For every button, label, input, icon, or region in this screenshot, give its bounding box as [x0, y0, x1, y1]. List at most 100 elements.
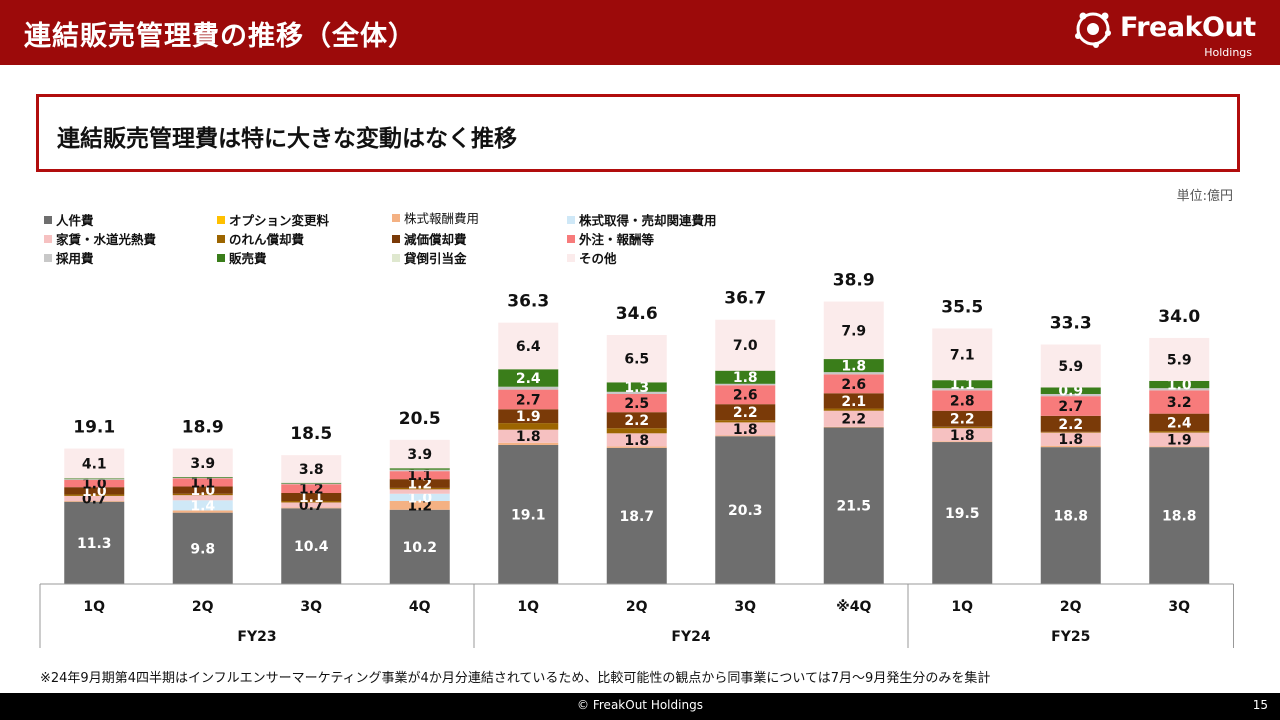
data-label: 2.8	[950, 394, 975, 410]
bar-segment	[389, 493, 450, 502]
bar-segment	[1149, 446, 1210, 448]
data-label: 7.9	[841, 323, 866, 339]
data-label: 9.8	[190, 541, 215, 557]
data-label: 2.1	[841, 394, 866, 410]
bar-segment	[281, 484, 342, 493]
bar-segment	[281, 507, 342, 509]
bar-segment	[389, 468, 450, 470]
group-label: FY23	[237, 629, 276, 645]
bar-segment	[606, 393, 667, 413]
bar-segment	[1149, 432, 1210, 447]
bar-segment	[823, 374, 884, 394]
data-label: 6.5	[624, 352, 649, 368]
bar-segment	[1149, 388, 1210, 391]
bar-segment	[172, 486, 233, 494]
data-label: 2.7	[516, 392, 541, 408]
data-label: 3.8	[299, 462, 324, 478]
stacked-bar-chart: 11.30.71.01.04.119.11Q9.81.41.01.13.918.…	[39, 271, 1234, 648]
bar-segment	[172, 477, 233, 479]
unit-label: 単位:億円	[1176, 189, 1233, 204]
data-label: 1.4	[190, 498, 215, 514]
legend-swatch	[217, 234, 225, 243]
footer-bar: © FreakOut Holdings 15	[0, 693, 1280, 720]
legend-swatch	[392, 213, 400, 222]
bar-segment	[932, 428, 993, 442]
bar-segment	[1040, 432, 1101, 446]
legend-swatch	[567, 234, 575, 243]
legend-label: 貸倒引当金	[404, 251, 467, 266]
bar-segment	[389, 487, 450, 490]
data-label: 1.0	[82, 477, 107, 493]
legend-swatch	[217, 215, 225, 224]
bar-segment	[172, 495, 233, 501]
legend-label: 人件費	[56, 213, 94, 228]
legend-swatch	[44, 215, 52, 224]
data-label: 4.1	[82, 457, 107, 473]
legend-item: 株式取得・売却関連費用	[567, 210, 717, 229]
legend-item: その他	[567, 248, 617, 267]
bar-segment	[932, 380, 993, 389]
bar-segment	[1149, 447, 1210, 584]
bar-segment	[498, 429, 559, 443]
total-label: 18.9	[182, 418, 224, 438]
x-tick-label: 3Q	[734, 599, 756, 615]
total-label: 20.5	[399, 409, 441, 429]
bar-segment	[606, 335, 667, 383]
bar-segment	[932, 426, 993, 429]
bar-segment	[1149, 337, 1210, 381]
legend-swatch	[567, 253, 575, 262]
x-tick-label: 4Q	[409, 599, 431, 615]
total-label: 34.0	[1158, 307, 1200, 327]
legend-label: 販売費	[229, 251, 267, 266]
data-label: 1.8	[1058, 432, 1083, 448]
bar-segment	[1149, 390, 1210, 414]
data-label: 7.1	[950, 347, 975, 363]
chart-legend: 人件費 オプション変更料 株式報酬費用 株式取得・売却関連費用 家賃・水道光熱費…	[44, 210, 804, 270]
bar-segment	[823, 372, 884, 375]
legend-label: 株式報酬費用	[404, 211, 480, 226]
bar-segment	[281, 501, 342, 503]
bar-segment	[389, 509, 450, 584]
x-tick-label: 1Q	[83, 599, 105, 615]
bar-segment	[606, 428, 667, 434]
bar-segment	[932, 390, 993, 411]
bar-segment	[823, 426, 884, 428]
legend-swatch	[392, 253, 400, 262]
data-label: 1.1	[190, 475, 215, 491]
data-label: 5.9	[1058, 359, 1083, 375]
page-title: 連結販売管理費の推移（全体）	[24, 21, 416, 52]
bar-segment	[64, 479, 125, 488]
data-label: 2.5	[624, 396, 649, 412]
data-label: 18.8	[1053, 509, 1088, 525]
bar-segment	[606, 446, 667, 448]
legend-swatch	[567, 215, 575, 224]
legend-item: のれん償却費	[217, 229, 304, 248]
data-label: 2.2	[950, 412, 975, 428]
bar-segment	[715, 383, 776, 386]
legend-swatch	[44, 234, 52, 243]
group-label: FY24	[671, 629, 710, 645]
bar-segment	[172, 493, 233, 496]
logo-mark-icon	[1075, 12, 1111, 48]
data-label: 2.6	[841, 377, 866, 393]
bar-segment	[389, 471, 450, 480]
data-label: 3.2	[1167, 395, 1192, 411]
bar-segment	[606, 447, 667, 584]
data-label: 11.3	[77, 536, 112, 552]
bar-segment	[172, 448, 233, 477]
bar-segment	[715, 420, 776, 423]
data-label: 2.2	[1058, 417, 1083, 433]
bar-segment	[172, 512, 233, 584]
data-label: 2.4	[516, 371, 541, 387]
data-label: 10.4	[294, 539, 329, 555]
bar-segment	[823, 408, 884, 411]
bar-segment	[281, 482, 342, 484]
bar-segment	[715, 319, 776, 371]
bar-segment	[281, 502, 342, 508]
bar-segment	[389, 501, 450, 510]
bar-segment	[172, 478, 233, 487]
bar-segment	[606, 391, 667, 394]
total-label: 36.7	[724, 289, 766, 309]
bar-segment	[823, 359, 884, 373]
legend-item: 販売費	[217, 248, 267, 267]
